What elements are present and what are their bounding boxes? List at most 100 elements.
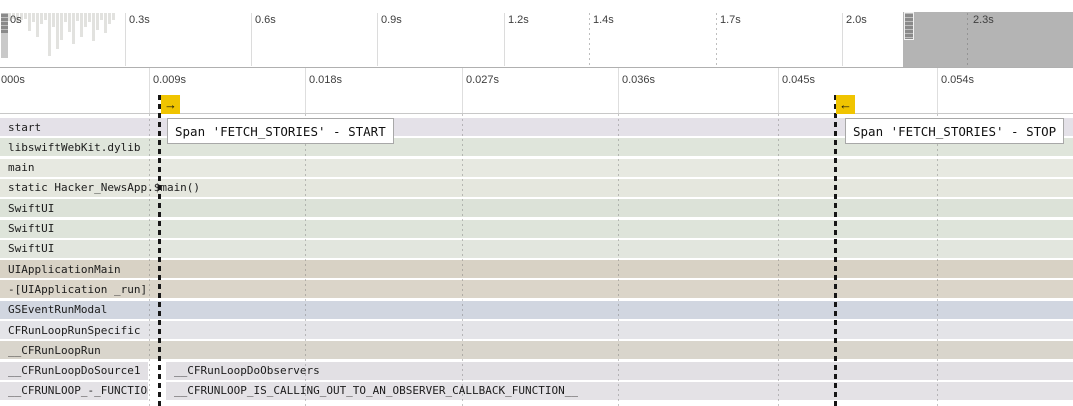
stack-frame-label: __CFRunLoopDoSource1 xyxy=(8,364,141,378)
histogram-bar xyxy=(92,13,95,41)
overview-track[interactable]: 0s 0.3s 0.6s 0.9s 1.2s 1.4s 1.7s 2.0s 2.3s xyxy=(0,0,1073,68)
stack-frame-label: SwiftUI xyxy=(8,242,55,256)
marker-stop-badge[interactable]: ← xyxy=(836,95,855,114)
histogram-bar xyxy=(44,13,47,20)
stack-row: __CFRUNLOOP_-_FUNCTION__ __CFRUNLOOP_IS_C… xyxy=(0,381,1073,402)
stack-frame-label: __CFRunLoopDoObservers xyxy=(174,364,320,378)
ruler-gridline xyxy=(778,68,779,113)
histogram-bar xyxy=(52,13,55,27)
stack-frame-label: GSEventRunModal xyxy=(8,303,108,317)
stack-frame-block[interactable]: __CFRUNLOOP_IS_CALLING_OUT_TO_AN_OBSERVE… xyxy=(166,381,1073,400)
ruler-tick-label: 000s xyxy=(1,74,25,86)
histogram-bar xyxy=(88,13,91,22)
marker-start-badge[interactable]: → xyxy=(161,95,180,114)
stack-row: -[UIApplication _run] xyxy=(0,280,1073,300)
stack-frame-block[interactable]: main xyxy=(0,158,1073,177)
chart-gridline xyxy=(462,114,463,406)
chart-gridline xyxy=(937,114,938,406)
selection-left-track[interactable] xyxy=(1,33,8,58)
stack-row: SwiftUI xyxy=(0,239,1073,260)
marker-stop-tooltip: Span 'FETCH_STORIES' - STOP xyxy=(845,118,1065,144)
marker-start-tooltip: Span 'FETCH_STORIES' - START xyxy=(167,118,394,144)
stack-frame-block[interactable]: UIApplicationMain xyxy=(0,260,1073,279)
overview-tick-label: 1.7s xyxy=(720,14,741,26)
ruler-tick-label: 0.018s xyxy=(309,74,343,86)
ruler-gridline xyxy=(618,68,619,113)
overview-gridline xyxy=(589,13,590,66)
stack-frame-label: libswiftWebKit.dylib xyxy=(8,140,141,154)
histogram-bar xyxy=(64,13,67,22)
histogram-bar xyxy=(60,13,63,40)
overview-tick-label: 0.9s xyxy=(381,14,402,26)
arrow-right-icon: → xyxy=(164,97,177,112)
stack-frame-label: SwiftUI xyxy=(8,201,55,215)
stack-frame-label: UIApplicationMain xyxy=(8,262,121,276)
histogram-bar xyxy=(32,13,35,22)
stack-frame-block[interactable]: SwiftUI xyxy=(0,239,1073,258)
overview-gridline xyxy=(716,13,717,66)
stack-row: UIApplicationMain xyxy=(0,260,1073,280)
stack-frame-block[interactable]: -[UIApplication _run] xyxy=(0,280,1073,299)
overview-gridline xyxy=(504,13,505,66)
selection-left-handle[interactable] xyxy=(1,13,8,33)
histogram-bar xyxy=(28,13,31,31)
histogram-bar xyxy=(72,13,75,44)
histogram-bar xyxy=(8,13,11,21)
stack-frame-label: __CFRUNLOOP_-_FUNCTION__ xyxy=(8,384,148,398)
overview-tick-label: 2.0s xyxy=(846,14,867,26)
stack-row: __CFRunLoopDoSource1 __CFRunLoopDoObserve… xyxy=(0,361,1073,382)
stack-row: GSEventRunModal xyxy=(0,300,1073,321)
histogram-bar xyxy=(40,13,43,24)
stack-frame-block[interactable]: CFRunLoopRunSpecific xyxy=(0,321,1073,339)
stack-chart: start libswiftWebKit.dylib main static Hack… xyxy=(0,114,1073,406)
ruler-gridline xyxy=(462,68,463,113)
overview-gridline xyxy=(842,13,843,66)
histogram-bar xyxy=(76,13,79,21)
stack-frame-block[interactable]: SwiftUI xyxy=(0,219,1073,238)
stack-frame-label: static Hacker_NewsApp.$main() xyxy=(8,181,201,195)
stack-frame-label: __CFRunLoopRun xyxy=(8,343,101,357)
stack-frame-block[interactable]: __CFRunLoopDoSource1 xyxy=(0,361,148,380)
overview-unselected-overlay[interactable] xyxy=(903,12,1073,67)
stack-row: SwiftUI xyxy=(0,199,1073,219)
stack-frame-block[interactable]: __CFRunLoopDoObservers xyxy=(166,361,1073,380)
histogram-bar xyxy=(80,13,83,37)
histogram-bar xyxy=(108,13,111,24)
stack-row: __CFRunLoopRun xyxy=(0,341,1073,361)
stack-row: SwiftUI xyxy=(0,219,1073,240)
stack-frame-label: -[UIApplication _run] xyxy=(8,282,148,296)
overview-tick-label: 1.4s xyxy=(593,14,614,26)
histogram-bar xyxy=(112,13,115,20)
ruler-gridline xyxy=(937,68,938,113)
chart-gridline xyxy=(618,114,619,406)
overview-tick-label: 0.3s xyxy=(129,14,150,26)
stack-frame-block[interactable]: GSEventRunModal xyxy=(0,300,1073,319)
ruler-tick-label: 0.036s xyxy=(622,74,656,86)
histogram-bar xyxy=(12,13,15,19)
overview-gridline xyxy=(125,13,126,66)
histogram-bar xyxy=(24,13,27,19)
histogram-bar xyxy=(84,13,87,27)
overview-tick-label: 1.2s xyxy=(508,14,529,26)
stack-frame-block[interactable]: __CFRunLoopRun xyxy=(0,341,1073,360)
stack-frame-label: __CFRUNLOOP_IS_CALLING_OUT_TO_AN_OBSERVE… xyxy=(174,384,578,398)
ruler-tick-label: 0.054s xyxy=(941,74,975,86)
stack-frame-block[interactable]: __CFRUNLOOP_-_FUNCTION__ xyxy=(0,381,148,400)
stack-frame-block[interactable]: SwiftUI xyxy=(0,199,1073,218)
histogram-bar xyxy=(100,13,103,20)
chart-gridline xyxy=(778,114,779,406)
histogram-bar xyxy=(68,13,71,32)
stack-frame-label: start xyxy=(8,120,42,134)
stack-frame-label: main xyxy=(8,161,35,175)
selection-right-handle[interactable] xyxy=(904,12,914,40)
ruler-gridline xyxy=(149,68,150,113)
stack-frame-block[interactable]: static Hacker_NewsApp.$main() xyxy=(0,178,1073,197)
chart-gridline xyxy=(305,114,306,406)
chart-gridline xyxy=(149,114,150,406)
overview-tick-label: 0.6s xyxy=(255,14,276,26)
overview-tick-label: 0s xyxy=(10,14,22,26)
ruler-tick-label: 0.027s xyxy=(466,74,500,86)
overview-gridline xyxy=(251,13,252,66)
histogram-bar xyxy=(16,13,19,23)
